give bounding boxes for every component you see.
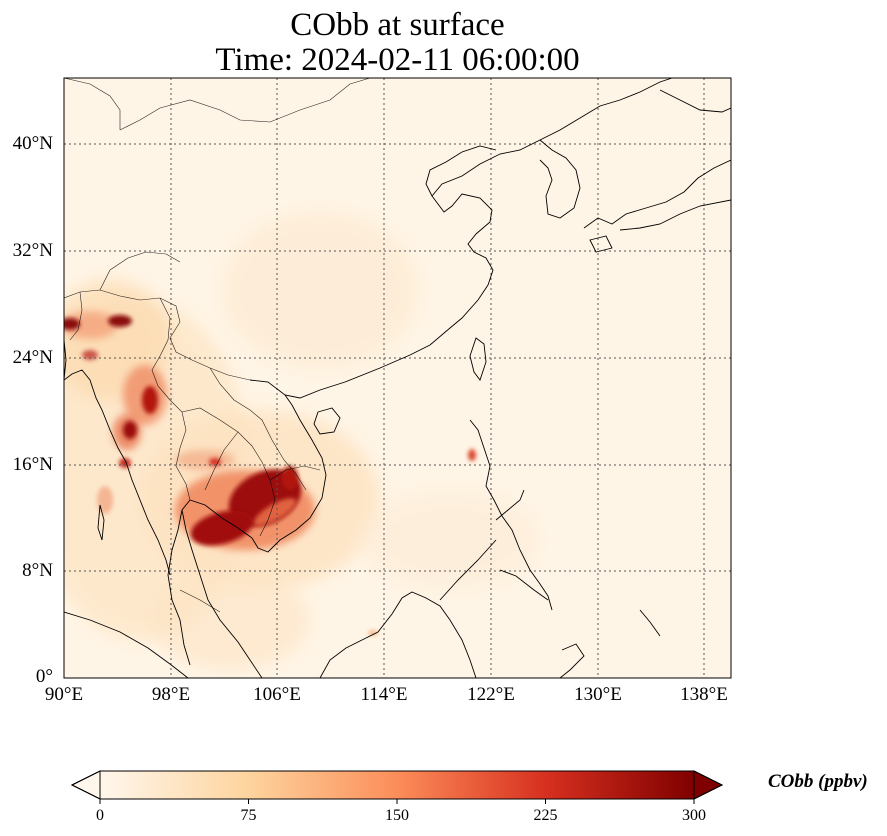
y-tick-label: 24°N: [12, 347, 53, 368]
x-tick-label: 106°E: [253, 684, 301, 705]
map-frame: [63, 77, 732, 679]
y-tick-label: 32°N: [12, 240, 53, 261]
plume-layer: [64, 78, 731, 678]
colorbar-tick-label: 225: [533, 807, 558, 824]
x-tick-label: 138°E: [680, 684, 728, 705]
y-tick-label: 40°N: [12, 133, 53, 154]
colorbar-label: CObb (ppbv): [768, 771, 868, 792]
gridlines: [64, 78, 731, 678]
x-tick-label: 90°E: [44, 684, 84, 705]
colorbar-tick-label: 75: [240, 807, 257, 824]
y-tick-label: 0°: [35, 666, 53, 687]
colorbar-extend-low: [70, 770, 101, 800]
x-tick-label: 122°E: [467, 684, 515, 705]
colorbar-tick-label: 300: [682, 807, 706, 824]
coastlines: [64, 78, 731, 678]
colorbar-tick-label: 150: [385, 807, 409, 824]
x-tick-label: 130°E: [574, 684, 622, 705]
colorbar: [70, 770, 724, 804]
x-tick-label: 98°E: [151, 684, 191, 705]
y-tick-label: 8°N: [22, 560, 53, 581]
plot-title-line-1: CObb at surface: [290, 7, 505, 43]
y-tick-label: 16°N: [12, 454, 53, 475]
x-tick-label: 114°E: [360, 684, 408, 705]
colorbar-tick-label: 0: [96, 807, 104, 824]
colorbar-gradient: [100, 771, 694, 799]
colorbar-extend-high: [693, 770, 724, 800]
borders: [64, 78, 371, 613]
plot-title-line-2: Time: 2024-02-11 06:00:00: [215, 42, 580, 78]
